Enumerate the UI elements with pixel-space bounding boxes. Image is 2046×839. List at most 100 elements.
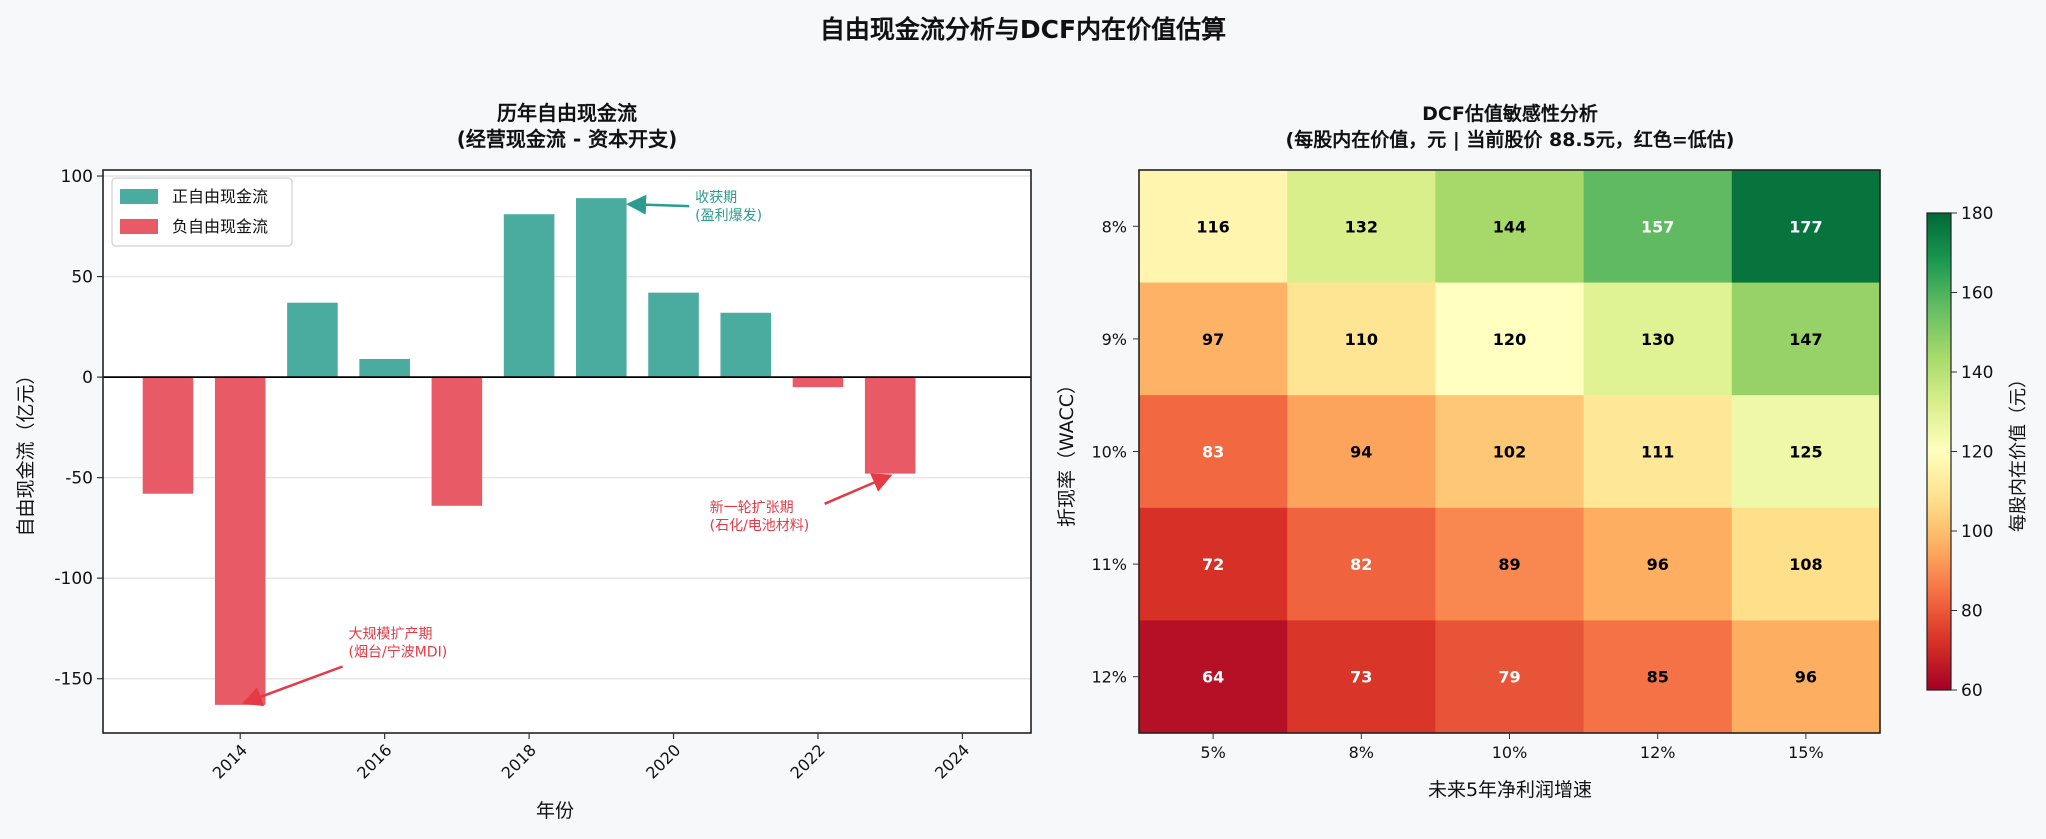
heatmap-cell [1287, 620, 1436, 734]
heatmap-cell [1139, 170, 1288, 284]
cell-value-label: 96 [1647, 555, 1669, 574]
annotation-arrow [626, 194, 690, 215]
cell-value-label: 110 [1345, 330, 1378, 349]
heatmap-cell [1287, 395, 1436, 509]
heatmap-cell [1583, 507, 1733, 621]
heatmap-cell [1435, 507, 1585, 621]
plot-frame [102, 169, 1032, 734]
cell-value-label: 177 [1789, 217, 1822, 236]
y-tick-label: -50 [65, 469, 93, 489]
colorbar [1926, 212, 1952, 691]
heatmap-title: DCF估值敏感性分析 [1422, 102, 1598, 125]
bar-positive [720, 312, 772, 378]
y-tick-label: -100 [54, 569, 93, 589]
heatmap-cell [1583, 395, 1733, 509]
cell-value-label: 64 [1202, 668, 1224, 687]
cell-value-label: 132 [1345, 217, 1378, 236]
heatmap-cell [1583, 282, 1733, 396]
heatmap-cell [1287, 507, 1436, 621]
figure-title: 自由现金流分析与DCF内在价值估算 [820, 15, 1226, 44]
heatmap-cell [1435, 620, 1585, 734]
heatmap-y-axis-label: 折现率（WACC） [1056, 375, 1078, 527]
cell-value-label: 96 [1795, 668, 1817, 687]
heatmap-subtitle: (每股内在价值，元 | 当前股价 88.5元，红色=低估) [1286, 128, 1735, 151]
heatmap-cell [1139, 282, 1288, 396]
bar-positive [648, 292, 699, 378]
annotation-text: 大规模扩产期 [349, 626, 433, 642]
annotation-arrow [241, 665, 343, 707]
x-tick-label: 5% [1200, 743, 1225, 762]
cell-value-label: 82 [1350, 555, 1372, 574]
colorbar-tick-label: 100 [1961, 522, 1993, 542]
cell-value-label: 144 [1493, 217, 1526, 236]
colorbar-tick-label: 160 [1961, 284, 1993, 304]
cell-value-label: 116 [1196, 217, 1229, 236]
heatmap-cell [1435, 282, 1585, 396]
heatmap-cell [1435, 170, 1585, 284]
fcf-chart-title: 历年自由现金流 [497, 101, 637, 125]
cell-value-label: 79 [1498, 668, 1520, 687]
heatmap-cell [1435, 395, 1585, 509]
cell-value-label: 111 [1641, 443, 1674, 462]
cell-value-label: 130 [1641, 330, 1674, 349]
fcf-y-axis-label: 自由现金流（亿元） [15, 365, 37, 536]
y-tick-label: 11% [1091, 555, 1127, 574]
x-tick-label: 10% [1492, 743, 1528, 762]
heatmap-cell [1731, 507, 1881, 621]
heatmap-cell [1731, 620, 1881, 734]
cell-value-label: 94 [1350, 443, 1372, 462]
annotation-text: 新一轮扩张期 [710, 500, 794, 516]
x-tick-label: 2018 [498, 740, 540, 782]
bar-positive [287, 302, 338, 378]
heatmap-cell [1583, 170, 1733, 284]
colorbar-label: 每股内在价值（元） [2008, 370, 2029, 532]
y-tick-label: 9% [1102, 330, 1127, 349]
heatmap-cell [1731, 170, 1881, 284]
heatmap-cell [1583, 620, 1733, 734]
bar-negative [214, 377, 266, 705]
x-tick-label: 8% [1349, 743, 1374, 762]
heatmap-cell [1731, 282, 1881, 396]
colorbar-tick-label: 140 [1961, 363, 1993, 383]
annotation-text: (石化/电池材料) [710, 518, 810, 534]
cell-value-label: 73 [1350, 668, 1372, 687]
x-tick-label: 2014 [209, 740, 251, 782]
bar-positive [503, 214, 555, 378]
colorbar-tick-label: 120 [1961, 443, 1993, 463]
x-tick-label: 2024 [931, 740, 973, 782]
cell-value-label: 72 [1202, 555, 1224, 574]
fcf-x-axis-label: 年份 [536, 800, 574, 822]
heatmap-cell [1139, 507, 1288, 621]
cell-value-label: 147 [1789, 330, 1822, 349]
x-tick-label: 2016 [353, 740, 395, 782]
annotation-text: (盈利爆发) [695, 208, 762, 224]
y-tick-label: 100 [61, 167, 93, 187]
annotation-text: (烟台/宁波MDI) [349, 643, 448, 660]
cell-value-label: 83 [1202, 443, 1224, 462]
colorbar-tick-label: 60 [1961, 681, 1983, 701]
legend-swatch [120, 189, 158, 204]
legend-label: 正自由现金流 [172, 187, 268, 206]
legend-label: 负自由现金流 [172, 217, 268, 236]
y-tick-label: 8% [1102, 217, 1127, 236]
fcf-chart-subtitle: (经营现金流 - 资本开支) [457, 127, 678, 151]
cell-value-label: 89 [1498, 555, 1520, 574]
cell-value-label: 120 [1493, 330, 1526, 349]
bar-positive [359, 359, 410, 378]
annotation-text: 收获期 [695, 190, 737, 206]
bar-negative [864, 377, 916, 474]
heatmap-cell [1287, 170, 1436, 284]
bar-negative [142, 377, 194, 494]
annotation-arrow [824, 473, 893, 505]
heatmap-x-axis-label: 未来5年净利润增速 [1428, 779, 1592, 801]
heatmap-cell [1287, 282, 1436, 396]
y-tick-label: 10% [1091, 443, 1127, 462]
colorbar-tick-label: 180 [1961, 204, 1993, 224]
y-tick-label: 12% [1091, 668, 1127, 687]
x-tick-label: 2020 [642, 740, 684, 782]
x-tick-label: 2022 [787, 740, 829, 782]
bar-negative [792, 377, 844, 388]
x-tick-label: 12% [1640, 743, 1676, 762]
